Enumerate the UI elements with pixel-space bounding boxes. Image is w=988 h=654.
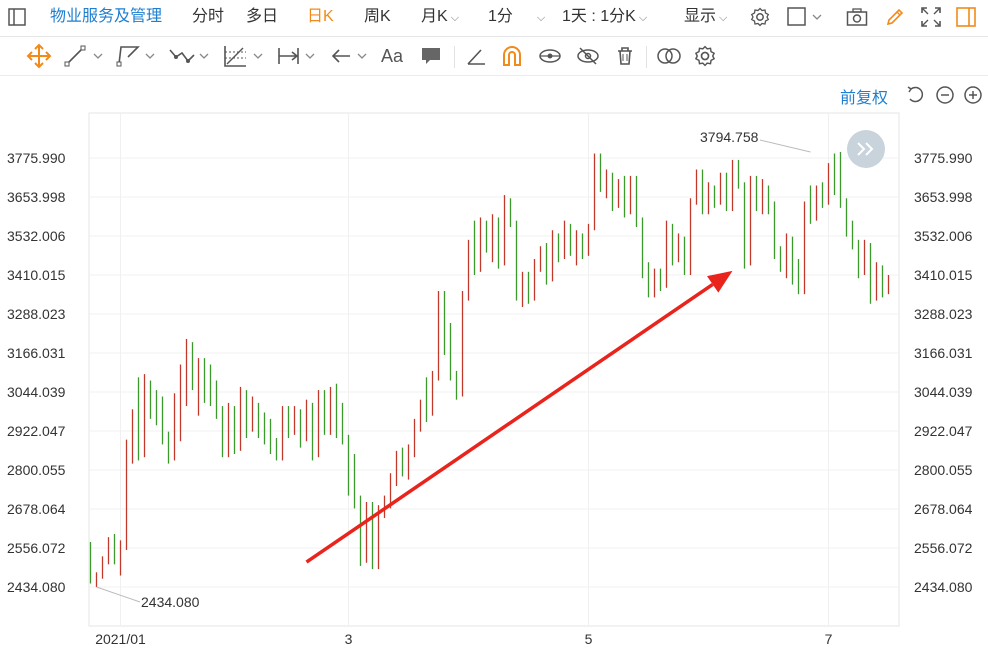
display-menu[interactable]: 显示 ⌵ — [684, 6, 727, 29]
y-tick-label-left: 3775.990 — [7, 150, 66, 166]
chart-annotations: 3794.758 2434.080 — [96, 129, 811, 610]
scroll-right-button-bg — [847, 130, 885, 168]
y-tick-label-right: 3166.031 — [914, 345, 973, 361]
tab-monthly-k-label: 月K — [421, 8, 448, 25]
zoom-in-icon[interactable] — [962, 84, 984, 106]
y-tick-label-right: 3288.023 — [914, 306, 973, 322]
plot-border — [88, 112, 900, 627]
line-tool-icon[interactable] — [64, 43, 108, 69]
y-tick-label-right: 2678.064 — [914, 501, 973, 517]
y-tick-label-left: 3653.998 — [7, 189, 66, 205]
channel-tool-icon[interactable] — [116, 43, 160, 69]
angle-tool-icon[interactable] — [465, 43, 487, 69]
text-tool[interactable]: Aa — [381, 45, 404, 66]
tab-intraday[interactable]: 分时 — [192, 8, 225, 25]
hide-drawings-icon[interactable] — [576, 43, 600, 69]
polyline-tool-icon[interactable] — [168, 43, 214, 69]
minute-interval-label: 1分 — [488, 8, 513, 25]
y-axis-left: 3775.990 3653.998 3532.006 3410.015 3288.023… — [7, 150, 66, 595]
y-tick-label-left: 2922.047 — [7, 423, 66, 439]
y-tick-label-left: 2678.064 — [7, 501, 66, 517]
period-select[interactable]: 1天 : 1分K ⌵ — [562, 6, 647, 29]
double-chevron-right-icon — [857, 142, 874, 156]
y-tick-label-left: 2434.080 — [7, 579, 66, 595]
max-price-label: 3794.758 — [700, 129, 759, 145]
chevron-down-icon: ⌵ — [536, 12, 546, 24]
y-tick-label-right: 2800.055 — [914, 462, 973, 478]
move-tool-icon[interactable] — [26, 43, 52, 69]
chevron-down-icon: ⌵ — [450, 12, 460, 24]
toolbar-divider — [646, 46, 647, 68]
y-tick-label-right: 3532.006 — [914, 228, 973, 244]
sidebar-toggle-icon[interactable] — [6, 6, 28, 28]
min-price-label: 2434.080 — [141, 594, 200, 610]
y-tick-label-right: 3775.990 — [914, 150, 973, 166]
camera-icon[interactable] — [845, 6, 869, 28]
y-tick-label-left: 2556.072 — [7, 540, 66, 556]
y-tick-label-left: 3044.039 — [7, 384, 66, 400]
chevron-down-icon: ⌵ — [638, 12, 648, 24]
fullscreen-icon[interactable] — [919, 6, 943, 28]
chevron-down-icon: ⌵ — [719, 12, 728, 24]
scroll-right-button[interactable] — [847, 130, 885, 168]
zoom-out-icon[interactable] — [934, 84, 956, 106]
layout-select[interactable] — [786, 6, 826, 28]
main-toolbar: 物业服务及管理 分时 多日 日K 周K 月K ⌵ 1分 ⌵ 1天 : 1分K ⌵ 显示… — [0, 0, 988, 37]
x-tick-label: 7 — [825, 631, 833, 647]
comment-tool-icon[interactable] — [420, 43, 442, 69]
y-tick-label-right: 3653.998 — [914, 189, 973, 205]
y-tick-label-right: 2556.072 — [914, 540, 973, 556]
y-tick-label-left: 3166.031 — [7, 345, 66, 361]
period-label: 1天 : 1分K — [562, 8, 636, 25]
max-leader-line — [759, 139, 811, 153]
tab-monthly-k[interactable]: 月K ⌵ — [421, 6, 459, 29]
ohlc-bars — [89, 151, 890, 588]
x-tick-label: 2021/01 — [95, 631, 146, 647]
magnet-icon[interactable] — [500, 43, 524, 69]
y-tick-label-right: 2434.080 — [914, 579, 973, 595]
toolbar-divider — [454, 46, 455, 68]
trend-arrow[interactable] — [305, 270, 733, 564]
tab-multi-day[interactable]: 多日 — [246, 8, 279, 25]
minute-interval-select[interactable]: 1分 ⌵ — [488, 6, 545, 29]
fibonacci-tool-icon[interactable] — [222, 43, 268, 69]
trend-arrow-head — [707, 270, 733, 293]
x-axis: 2021/01 3 5 7 — [95, 631, 832, 647]
price-adjust-toggle[interactable]: 前复权 — [839, 90, 888, 107]
chart-grid — [88, 112, 900, 627]
pencil-icon[interactable] — [884, 6, 906, 28]
panel-toggle-icon[interactable] — [955, 6, 977, 28]
y-tick-label-left: 3410.015 — [7, 267, 66, 283]
y-tick-label-left: 3532.006 — [7, 228, 66, 244]
trash-icon[interactable] — [614, 43, 636, 69]
measure-tool-icon[interactable] — [276, 43, 322, 69]
x-tick-label: 5 — [585, 631, 593, 647]
undo-icon[interactable] — [905, 84, 927, 106]
tab-daily-k[interactable]: 日K — [307, 8, 334, 25]
drawing-toolbar: Aa — [0, 37, 988, 76]
y-tick-label-right: 3044.039 — [914, 384, 973, 400]
lock-drawing-icon[interactable] — [538, 43, 562, 69]
y-tick-label-right: 2922.047 — [914, 423, 973, 439]
y-tick-label-left: 2800.055 — [7, 462, 66, 478]
drawing-settings-gear-icon[interactable] — [694, 43, 716, 69]
tab-weekly-k[interactable]: 周K — [364, 8, 391, 25]
y-tick-label-right: 3410.015 — [914, 267, 973, 283]
y-axis-right: 3775.990 3653.998 3532.006 3410.015 3288.023… — [914, 150, 973, 595]
arrow-tool-icon[interactable] — [330, 43, 372, 69]
x-tick-label: 3 — [345, 631, 353, 647]
trend-arrow-shaft — [305, 282, 714, 564]
display-menu-label: 显示 — [684, 8, 717, 25]
chart-options-bar: 前复权 — [0, 76, 988, 112]
page-title: 物业服务及管理 — [50, 8, 163, 25]
y-tick-label-left: 3288.023 — [7, 306, 66, 322]
settings-gear-icon[interactable] — [748, 6, 772, 28]
compare-icon[interactable] — [655, 43, 683, 69]
min-leader-line — [96, 586, 141, 603]
